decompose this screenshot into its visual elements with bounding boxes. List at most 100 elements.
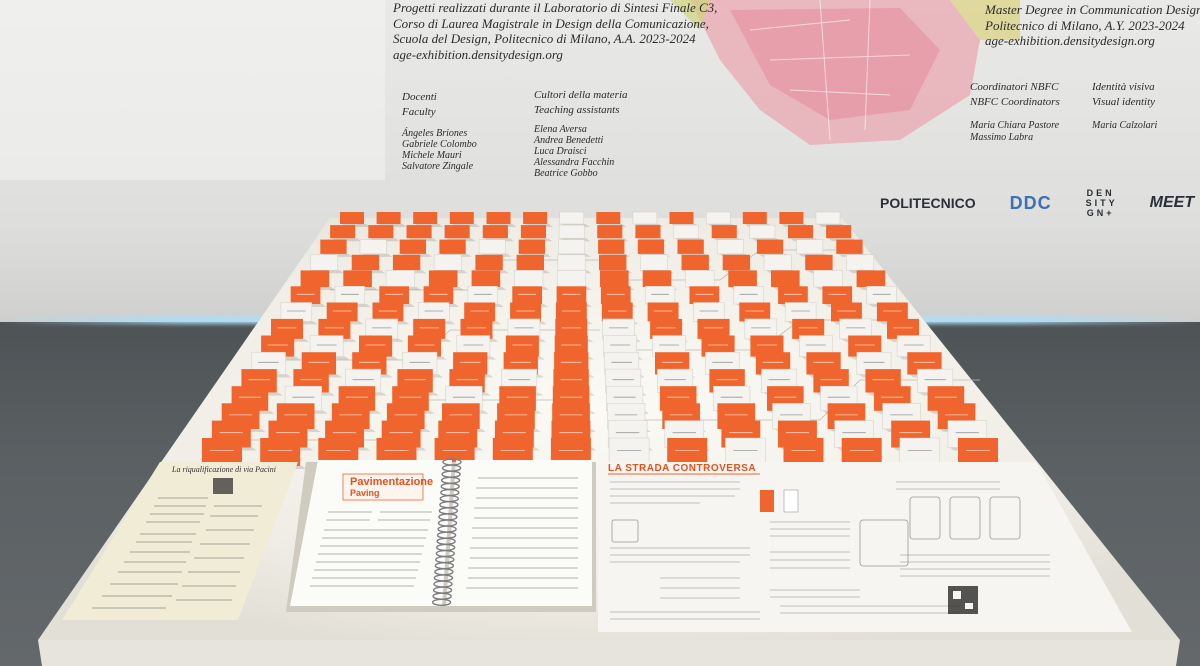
orange-card (392, 254, 421, 271)
orange-card (600, 286, 631, 304)
orange-card (413, 212, 438, 224)
orange-card-illustration (760, 490, 774, 512)
orange-card (669, 212, 694, 224)
phone-sketches (611, 496, 1021, 567)
faculty-name: Michele Mauri (402, 150, 462, 161)
orange-card (482, 225, 508, 239)
orange-card (399, 239, 426, 254)
orange-card (600, 270, 629, 287)
orange-card (318, 318, 351, 339)
ta-name: Luca Draisci (534, 146, 587, 157)
orange-card (635, 225, 661, 239)
orange-card (407, 335, 441, 357)
orange-card (320, 239, 347, 254)
orange-card (597, 225, 623, 239)
white-card (310, 254, 339, 271)
white-card (899, 437, 941, 467)
orange-card (376, 212, 401, 224)
ta-name: Elena Aversa (534, 124, 587, 135)
orange-card (301, 352, 336, 375)
spiral-ring (431, 598, 452, 606)
orange-card (805, 254, 833, 271)
orange-card (556, 286, 587, 304)
orange-card (326, 302, 358, 322)
left-info-panel (62, 462, 298, 620)
orange-card (555, 302, 587, 322)
coordinators-credits: Coordinatori NBFC NBFC Coordinators Mari… (970, 80, 1060, 144)
orange-card (368, 225, 394, 239)
orange-card (351, 254, 380, 271)
faculty-name: Ángeles Briones (402, 128, 468, 139)
intro-line: age-exhibition.densitydesign.org (985, 33, 1155, 48)
white-card (433, 254, 462, 271)
orange-card (202, 438, 242, 466)
orange-card (428, 270, 458, 287)
orange-card (701, 335, 735, 357)
orange-card (453, 352, 488, 375)
orange-card (460, 318, 493, 339)
ta-header: Cultori della materia (534, 89, 628, 101)
white-card-illustration (783, 489, 799, 513)
ta-name: Alessandra Facchin (534, 157, 615, 168)
orange-card (876, 302, 908, 322)
identity-header: Identità visiva (1092, 81, 1155, 93)
intro-line: Politecnico di Milano, A.Y. 2023-2024 (985, 17, 1185, 33)
orange-card (406, 225, 432, 239)
orange-card (887, 318, 919, 339)
orange-card (372, 302, 404, 322)
orange-card (261, 335, 295, 357)
orange-card (783, 438, 824, 466)
meet-logo: MEET (1149, 194, 1195, 211)
white-card (608, 437, 650, 467)
orange-card (958, 438, 998, 466)
orange-card (778, 286, 808, 304)
ta-name: Andrea Benedetti (534, 135, 604, 146)
orange-card (343, 270, 372, 287)
white-card (385, 270, 415, 288)
orange-card (596, 212, 621, 224)
orange-card (512, 286, 542, 304)
white-card (716, 239, 744, 255)
orange-card (856, 270, 886, 287)
faculty-header: Docenti (402, 91, 437, 103)
white-card (763, 254, 792, 271)
faculty-header: Faculty (402, 106, 436, 118)
book-right-page (446, 460, 592, 606)
white-card (705, 211, 731, 225)
orange-card (750, 335, 784, 357)
orange-card (510, 302, 541, 322)
white-card (749, 224, 776, 239)
orange-card (711, 225, 737, 239)
orange-card (379, 286, 409, 304)
orange-card (449, 212, 474, 224)
orange-card (290, 286, 321, 304)
book-spiral-binding (431, 458, 462, 606)
white-card (558, 224, 585, 239)
orange-card (681, 254, 709, 271)
orange-card (330, 225, 356, 239)
white-card (815, 211, 841, 225)
orange-card (599, 254, 627, 271)
white-card (725, 437, 766, 467)
faculty-name: Gabriele Colombo (402, 139, 477, 150)
table-side (38, 640, 1180, 666)
white-card (558, 239, 585, 255)
orange-card (471, 270, 501, 287)
faculty-name: Salvatore Zingale (402, 161, 474, 172)
orange-card (667, 438, 708, 466)
orange-card (260, 438, 301, 466)
coord-header: Coordinatori NBFC (970, 81, 1059, 93)
orange-card (464, 302, 496, 322)
orange-card (848, 335, 882, 357)
qr-code-left (213, 478, 233, 494)
orange-card (300, 270, 330, 287)
orange-card (650, 318, 683, 339)
intro-text-en: Master Degree in Communication Design Po… (985, 2, 1200, 49)
intro-text-it: Progetti realizzati durante il Laborator… (393, 0, 717, 62)
orange-card (788, 225, 814, 239)
orange-card (739, 302, 771, 322)
coord-header: NBFC Coordinators (970, 96, 1060, 108)
ta-header: Teaching assistants (534, 104, 620, 116)
left-panel-title: La riqualificazione di via Pacini (172, 465, 276, 474)
orange-card (637, 239, 665, 254)
